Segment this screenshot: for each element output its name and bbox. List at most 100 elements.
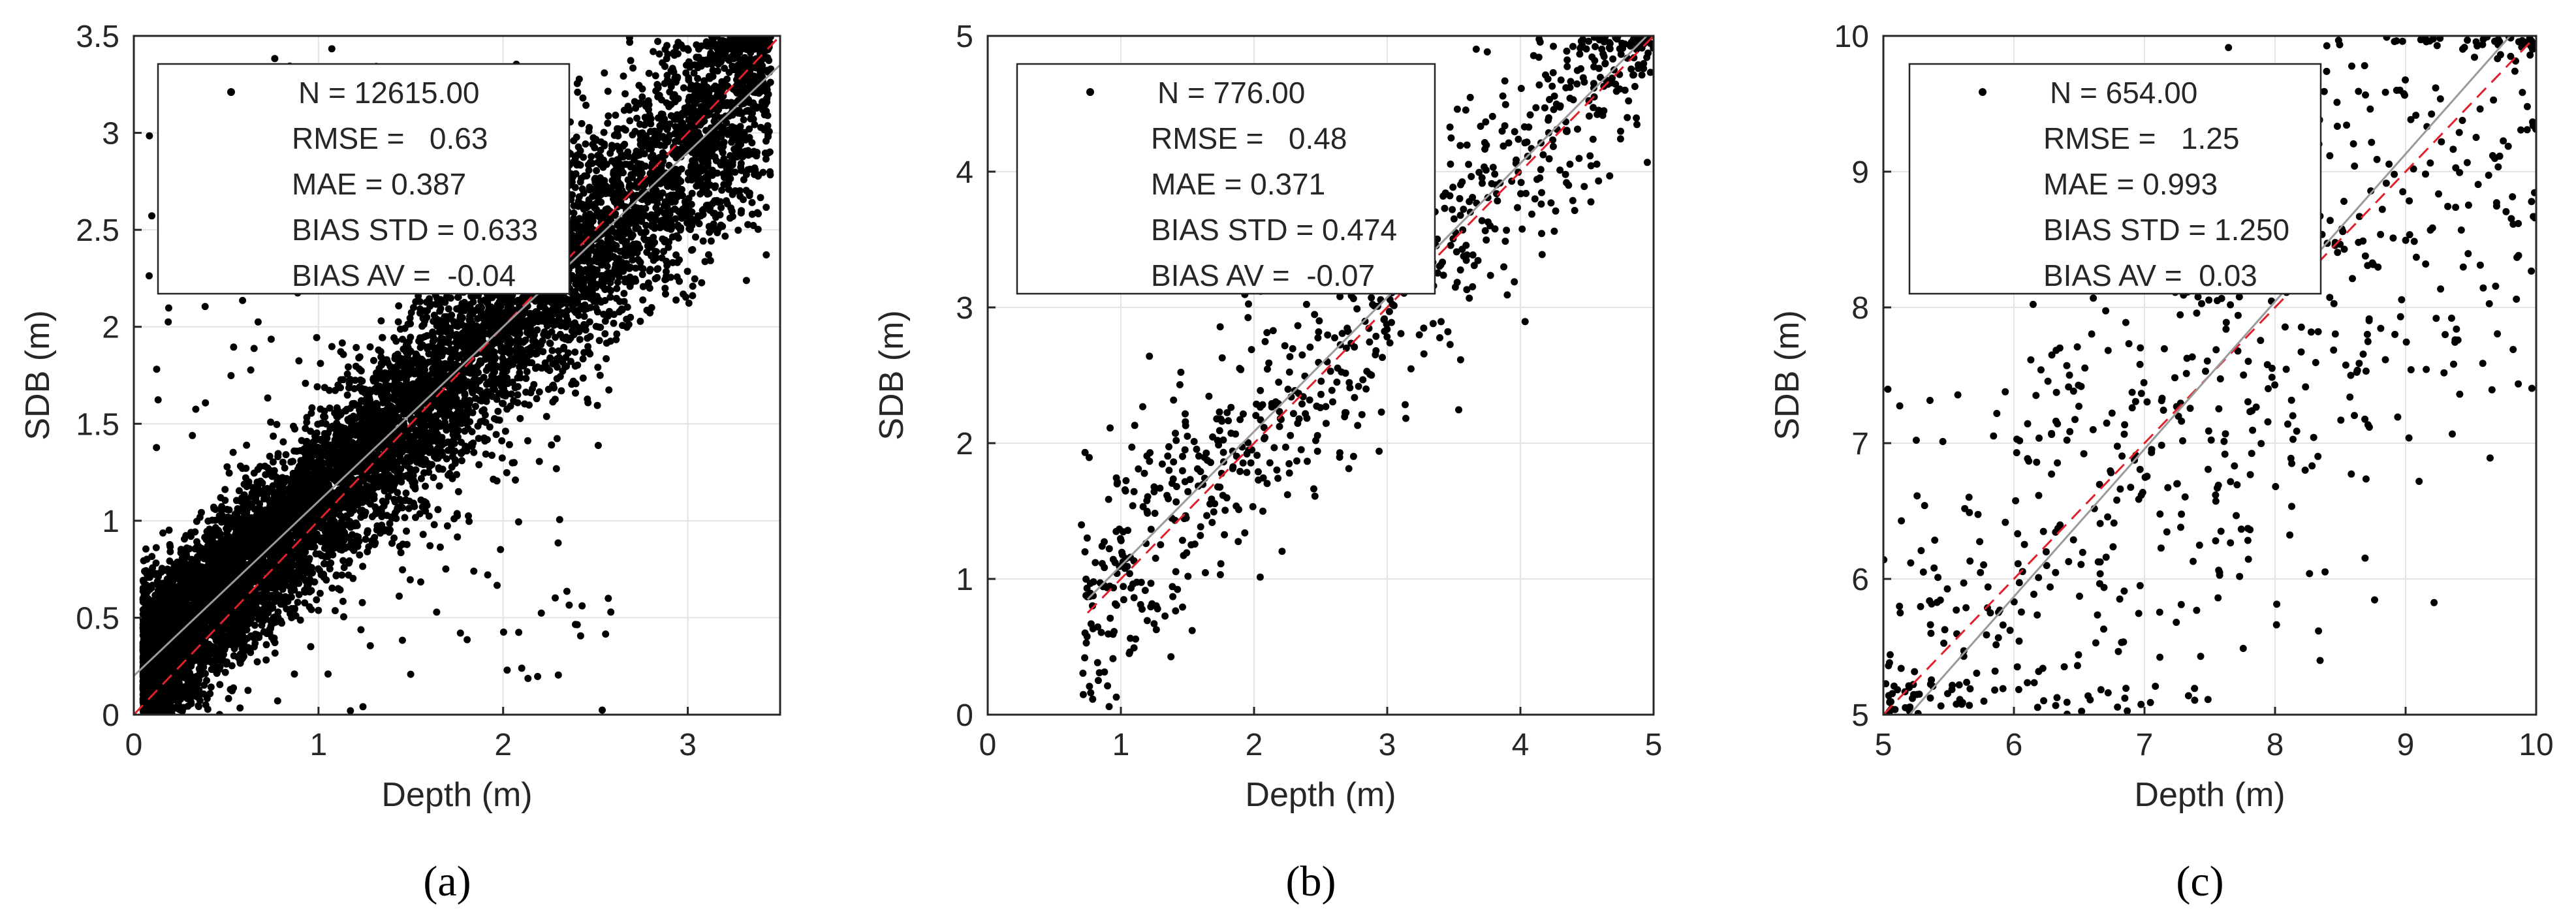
data-point: [652, 72, 659, 80]
data-point: [627, 57, 635, 64]
data-point: [666, 132, 673, 139]
data-point: [302, 380, 309, 387]
data-point: [592, 175, 599, 182]
data-point: [659, 111, 667, 118]
data-point: [344, 392, 351, 399]
data-point: [727, 215, 734, 222]
data-point: [661, 142, 668, 149]
data-point: [283, 451, 290, 458]
data-point: [243, 442, 250, 449]
data-point: [582, 102, 589, 109]
data-point: [514, 399, 522, 407]
data-point: [680, 206, 687, 213]
data-point: [614, 132, 621, 140]
data-point: [494, 408, 501, 415]
data-point: [370, 357, 377, 364]
data-point: [623, 316, 630, 323]
data-point: [601, 330, 608, 337]
data-point: [620, 290, 627, 297]
data-point: [636, 121, 644, 128]
data-point: [153, 544, 160, 552]
data-point: [328, 585, 336, 592]
data-point: [362, 536, 369, 543]
data-point: [272, 649, 279, 657]
data-point: [549, 347, 556, 354]
data-point: [488, 452, 495, 459]
data-point: [307, 643, 315, 650]
data-point: [364, 529, 371, 536]
data-point: [530, 381, 537, 388]
data-point: [255, 466, 262, 473]
data-point: [578, 120, 586, 127]
data-point: [639, 296, 646, 303]
data-point: [395, 302, 402, 309]
data-point: [332, 607, 339, 614]
data-point: [767, 79, 774, 86]
data-point: [247, 649, 254, 656]
data-point: [226, 469, 233, 476]
data-point: [734, 226, 742, 234]
data-point: [664, 51, 671, 58]
data-point: [193, 538, 200, 546]
data-point: [661, 63, 668, 70]
data-point: [698, 279, 705, 287]
data-point: [359, 563, 366, 570]
data-point: [524, 368, 531, 375]
data-point: [395, 319, 402, 326]
data-point: [558, 387, 565, 394]
data-point: [533, 395, 541, 402]
data-point: [233, 497, 240, 504]
data-point: [680, 290, 687, 298]
data-point: [339, 598, 347, 605]
data-point: [223, 463, 230, 471]
data-point: [482, 450, 490, 458]
data-point: [654, 38, 661, 45]
data-point: [646, 70, 653, 77]
data-point: [210, 504, 217, 511]
data-point: [486, 424, 494, 431]
data-point: [762, 204, 770, 211]
data-point: [217, 494, 225, 501]
data-point: [403, 490, 410, 497]
data-point: [754, 209, 761, 216]
data-point: [524, 437, 531, 444]
data-point: [359, 599, 366, 606]
data-point: [691, 275, 699, 283]
data-point: [314, 383, 321, 390]
data-point: [262, 657, 270, 664]
data-point: [662, 290, 669, 298]
data-point: [499, 400, 507, 407]
data-point: [498, 437, 505, 444]
data-point: [315, 607, 322, 614]
data-point: [187, 529, 195, 536]
data-point: [403, 527, 410, 535]
data-point: [266, 453, 274, 460]
data-point: [536, 388, 543, 396]
data-point: [576, 336, 584, 343]
data-point: [597, 372, 604, 379]
data-point: [401, 514, 409, 521]
data-point: [379, 334, 386, 341]
data-point: [757, 194, 764, 201]
data-point: [653, 266, 661, 273]
data-point: [494, 396, 501, 403]
data-point: [645, 106, 652, 114]
data-point: [636, 318, 644, 325]
data-point: [674, 169, 682, 176]
data-point: [668, 192, 675, 199]
data-point: [574, 80, 581, 87]
data-point: [642, 205, 649, 212]
data-point: [230, 449, 237, 456]
data-point: [345, 384, 353, 392]
data-point: [626, 117, 633, 125]
data-point: [328, 343, 336, 350]
data-point: [340, 351, 347, 358]
data-point: [610, 320, 618, 327]
data-point: [337, 586, 344, 593]
data-point: [454, 294, 462, 301]
data-point: [749, 199, 756, 206]
data-point: [743, 277, 750, 284]
data-point: [475, 422, 482, 429]
